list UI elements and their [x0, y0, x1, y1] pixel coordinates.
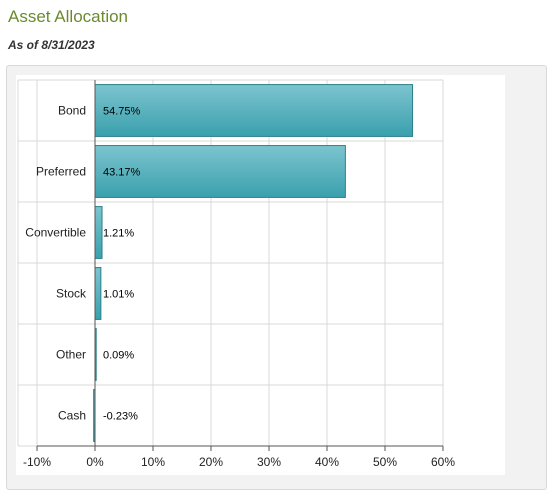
category-label-other: Other [56, 348, 86, 362]
x-tick-label: 60% [431, 455, 455, 469]
x-tick-label: 30% [257, 455, 281, 469]
data-label-bond: 54.75% [103, 106, 141, 118]
data-label-convertible: 1.21% [103, 228, 134, 240]
category-label-cash: Cash [58, 409, 86, 423]
page-title: Asset Allocation [8, 7, 129, 26]
x-tick-label: 10% [141, 455, 165, 469]
bar-stock[interactable] [94, 267, 102, 320]
bar-convertible[interactable] [94, 206, 103, 259]
data-label-stock: 1.01% [103, 289, 134, 301]
as-of-date: As of 8/31/2023 [8, 38, 95, 52]
category-label-preferred: Preferred [36, 165, 86, 179]
data-label-other: 0.09% [103, 350, 134, 362]
x-tick-label: 20% [199, 455, 223, 469]
category-label-stock: Stock [56, 287, 87, 301]
data-label-preferred: 43.17% [103, 167, 141, 179]
x-tick-label: 50% [373, 455, 397, 469]
bar-bond[interactable] [94, 84, 414, 137]
category-label-convertible: Convertible [25, 226, 86, 240]
x-tick-label: 0% [86, 455, 104, 469]
x-tick-label: -10% [23, 455, 51, 469]
x-tick-label: 40% [315, 455, 339, 469]
category-label-bond: Bond [58, 104, 86, 118]
data-label-cash: -0.23% [103, 411, 138, 423]
bar-preferred[interactable] [94, 145, 346, 198]
